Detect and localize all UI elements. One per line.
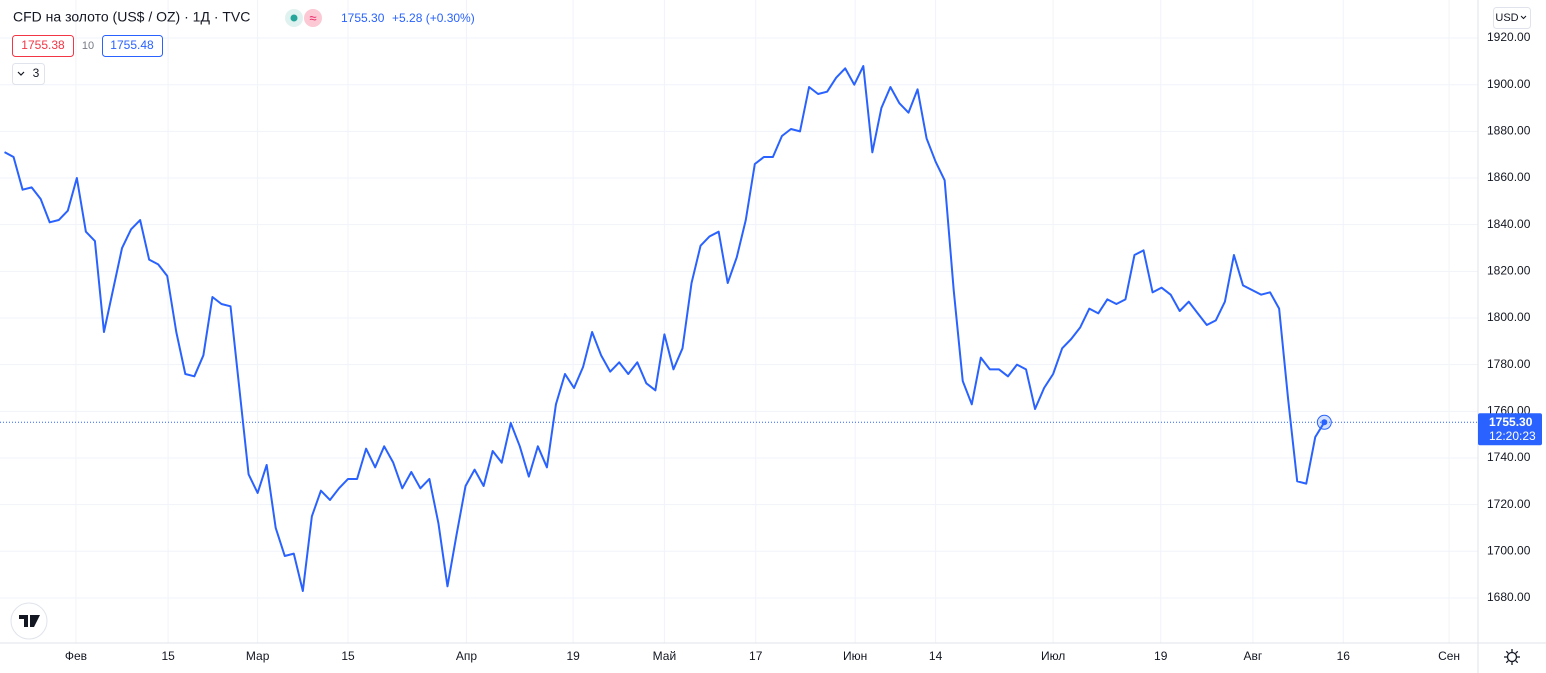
symbol-title: CFD на золото (US$ / OZ) · 1Д · TVC — [13, 9, 250, 25]
y-tick-label: 1740.00 — [1487, 450, 1531, 464]
x-tick-label: 15 — [341, 649, 355, 663]
y-tick-label: 1920.00 — [1487, 30, 1531, 44]
bid-button[interactable] — [12, 35, 74, 57]
x-tick-label: Июл — [1041, 649, 1065, 663]
x-tick-label: 19 — [1154, 649, 1168, 663]
price-tag — [1478, 413, 1542, 446]
y-tick-label: 1720.00 — [1487, 497, 1531, 511]
header-price: 1755.30 — [341, 11, 385, 25]
x-tick-label: Авг — [1244, 649, 1263, 663]
y-tick-label: 1680.00 — [1487, 590, 1531, 604]
price-tag-value: 1755.30 — [1489, 415, 1533, 429]
indicator-count: 3 — [33, 66, 40, 80]
chevron — [1520, 15, 1527, 20]
currency: USD — [1495, 12, 1518, 24]
y-tick-label: 1820.00 — [1487, 264, 1531, 278]
bid: 1755.38 — [21, 38, 65, 52]
plot — [0, 65, 1478, 592]
settings-teeth — [1504, 649, 1520, 665]
x-tick-label: 19 — [566, 649, 580, 663]
currency-button[interactable] — [1493, 7, 1531, 29]
x-tick-label: Сен — [1438, 649, 1460, 663]
market-dot — [290, 14, 298, 22]
x-tick-label: 16 — [1337, 649, 1351, 663]
data-flag-icon: ≈ — [309, 10, 316, 25]
grid — [0, 0, 1478, 643]
y-tick-label: 1900.00 — [1487, 77, 1531, 91]
price-line — [4, 65, 1326, 592]
x-tick-label: 17 — [749, 649, 763, 663]
y-tick-label: 1800.00 — [1487, 310, 1531, 324]
x-tick-label: Июн — [843, 649, 867, 663]
x-tick-label: 14 — [929, 649, 943, 663]
logo-mark — [19, 615, 40, 627]
last-point — [1321, 419, 1328, 426]
logo[interactable] — [10, 602, 48, 640]
chevron — [17, 71, 25, 76]
price-tag-countdown: 12:20:23 — [1489, 429, 1536, 443]
x-tick-label: Апр — [456, 649, 478, 663]
y-tick-label: 1880.00 — [1487, 124, 1531, 138]
spread: 10 — [82, 40, 94, 52]
x-tick-label: Мар — [246, 649, 270, 663]
x-tick-label: Фев — [65, 649, 87, 663]
x-tick-label: Май — [653, 649, 677, 663]
y-tick-label: 1780.00 — [1487, 357, 1531, 371]
ask-button[interactable] — [102, 35, 163, 57]
ask: 1755.48 — [110, 38, 154, 52]
y-tick-label: 1860.00 — [1487, 170, 1531, 184]
data-flag[interactable] — [304, 9, 322, 27]
y-tick-label: 1840.00 — [1487, 217, 1531, 231]
settings[interactable] — [1506, 651, 1518, 663]
header-change: +5.28 (+0.30%) — [392, 11, 475, 25]
indicators-toggle[interactable] — [12, 63, 45, 85]
x-tick-label: 15 — [161, 649, 175, 663]
y-tick-label: 1700.00 — [1487, 543, 1531, 557]
